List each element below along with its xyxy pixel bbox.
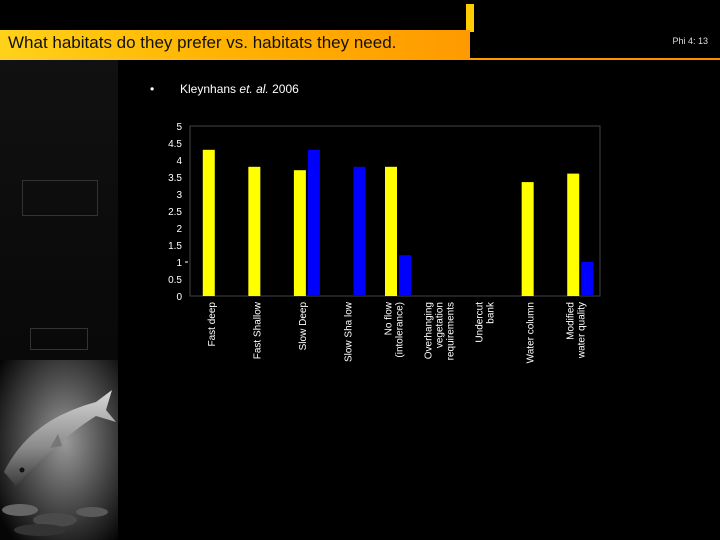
x-tick-label-line: Overhanging [424,302,435,359]
x-tick-label: Undercut bank [475,301,497,343]
x-tick-label: Fast Shallow [252,301,263,359]
x-tick-label-line: Slow Sha low [343,301,354,362]
citation-etal: et. al. [239,82,269,96]
y-tick-label: 5 [176,122,182,133]
sidebar-frame-bottom [30,328,88,350]
habitat-bar-chart: 0 0.5 1 1.5 2 2.5 3 3.5 4 4.5 5 Fast deep Fast Shall… [168,122,601,363]
x-tick-label: No flow (intolerance) [384,301,406,357]
bar-series-2 [399,255,411,296]
citation-year: 2006 [272,82,299,96]
x-tick-label-line: (intolerance) [395,302,406,358]
x-tick-label-line: No flow [384,301,395,335]
x-tick-label-line: Water column [526,302,537,363]
x-tick-label: Modified water quality [566,302,588,359]
x-tick-label: Water column [526,302,537,363]
bar-series-1 [385,166,397,296]
bar-series-1 [248,166,261,296]
y-tick-label: 1 [176,258,182,269]
x-tick-label-line: Modified [566,302,577,340]
sidebar-frame-top [22,180,98,216]
x-tick-label: Slow Sha low [343,301,354,362]
page-number: Phi 4: 13 [672,36,708,46]
y-tick-label: 2.5 [168,207,182,218]
x-tick-label: Slow Deep [298,302,309,351]
bar-series-1 [567,173,580,296]
y-tick-label: 3.5 [168,173,182,184]
y-tick-label: 2 [176,224,182,235]
title-underline [0,58,720,60]
x-tick-label-line: Slow Deep [298,302,309,351]
x-tick-label-line: bank [486,301,497,324]
x-tick-label-line: Fast deep [207,302,218,347]
bullet-marker: • [150,82,155,96]
y-tick-label: 0 [176,292,182,303]
fish-photo-image [0,360,118,540]
x-tick-label: Overhanging vegetation requirements [424,302,457,360]
x-tick-label-line: requirements [446,302,457,360]
bar-series-1 [521,182,534,296]
y-tick-label: 3 [176,190,182,201]
citation-author: Kleynhans [180,82,237,96]
bar-series-2 [581,262,594,296]
x-tick-label-line: water quality [577,302,588,359]
citation-text: Kleynhans et. al. 2006 [180,82,299,96]
slide-title: What habitats do they prefer vs. habitat… [8,33,397,52]
bar-series-1 [202,149,215,296]
x-tick-label-line: vegetation [435,302,446,348]
y-tick-label: 4 [176,156,182,167]
x-tick-label: Fast deep [207,302,218,347]
y-tick-label: 1.5 [168,241,182,252]
header-accent-mark [466,4,474,32]
bar-series-2 [307,149,320,296]
x-tick-label-line: Fast Shallow [252,301,263,359]
y-tick-label: 4.5 [168,139,182,150]
y-tick-label: 0.5 [168,275,182,286]
title-bar: What habitats do they prefer vs. habitat… [0,30,470,58]
x-tick-label-line: Undercut [475,302,486,343]
bar-series-1 [293,170,306,296]
bar-series-2 [353,166,366,296]
